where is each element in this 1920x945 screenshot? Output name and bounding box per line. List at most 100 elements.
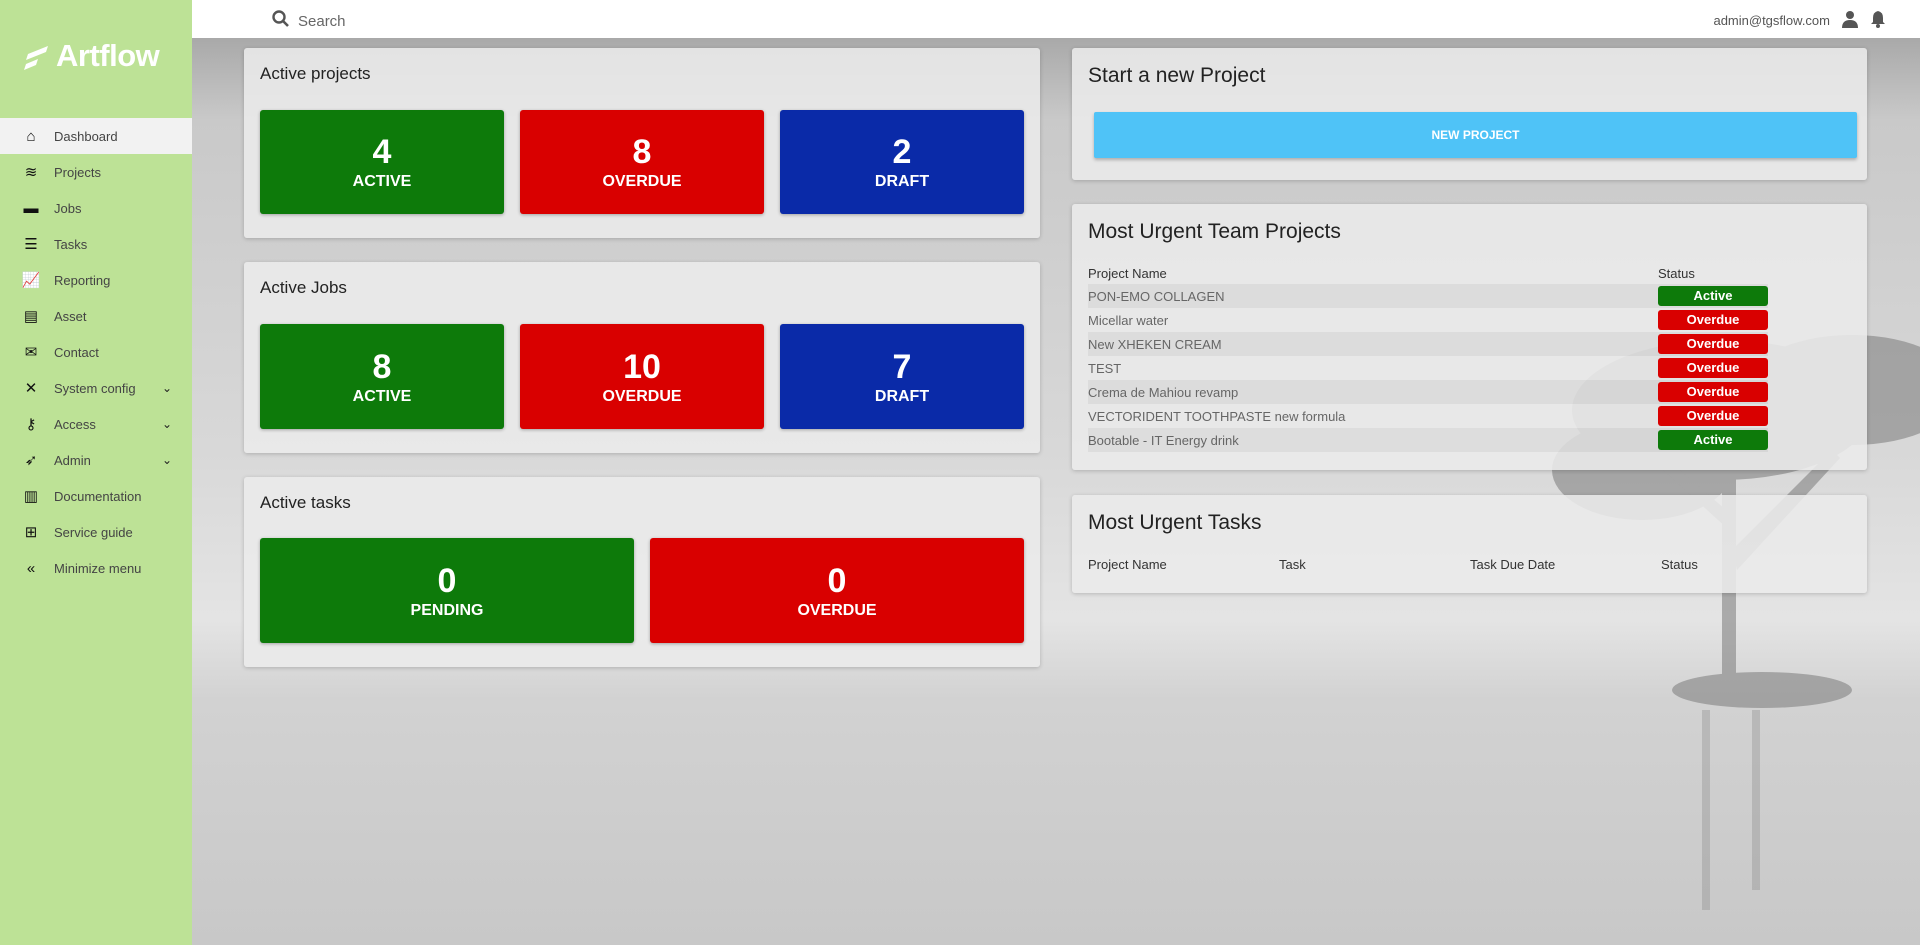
status-badge: Overdue [1658, 358, 1768, 378]
column-header: Status [1661, 556, 1698, 572]
column-header: Task Due Date [1470, 556, 1556, 572]
chart-line-icon: 📈 [21, 272, 41, 289]
project-name[interactable]: Micellar water [1088, 312, 1169, 328]
user-area: admin@tgsflow.com [1713, 10, 1886, 31]
search-input[interactable]: Search [272, 10, 346, 32]
active-jobs-card: Active Jobs 8 ACTIVE 10 OVERDUE 7 DRAFT [244, 262, 1040, 453]
rocket-icon: ➶ [24, 452, 38, 469]
top-bar: Search admin@tgsflow.com [192, 0, 1920, 38]
sidebar-item-minimize-menu[interactable]: « Minimize menu [0, 550, 192, 586]
projects-draft-tile[interactable]: 2 DRAFT [780, 110, 1024, 214]
jobs-overdue-tile[interactable]: 10 OVERDUE [520, 324, 764, 429]
project-name[interactable]: Crema de Mahiou revamp [1088, 380, 1658, 404]
sidebar-item-projects[interactable]: ≋ Projects [0, 154, 192, 190]
user-email[interactable]: admin@tgsflow.com [1713, 13, 1830, 28]
sidebar-item-asset[interactable]: ▤ Asset [0, 298, 192, 334]
chevron-down-icon[interactable]: ⌄ [161, 417, 172, 431]
books-icon: ▥ [23, 488, 39, 505]
new-project-card: Start a new Project NEW PROJECT [1072, 48, 1867, 180]
status-badge: Overdue [1658, 382, 1768, 402]
tile-label: ACTIVE [352, 173, 412, 190]
tile-value: 0 [437, 561, 457, 600]
status-badge: Overdue [1658, 406, 1768, 426]
sidebar-item-reporting[interactable]: 📈 Reporting [0, 262, 192, 298]
table-row[interactable]: PON-EMO COLLAGEN Active [1088, 284, 1768, 308]
project-name[interactable]: VECTORIDENT TOOTHPASTE new formula [1088, 408, 1346, 424]
key-icon: ⚷ [25, 416, 37, 433]
status-badge: Active [1658, 430, 1768, 450]
sidebar-item-label: Service guide [54, 524, 133, 540]
jobs-active-tile[interactable]: 8 ACTIVE [260, 324, 504, 429]
new-project-button[interactable]: NEW PROJECT [1094, 112, 1857, 158]
tasks-icon: ☰ [24, 236, 38, 253]
sidebar-item-documentation[interactable]: ▥ Documentation [0, 478, 192, 514]
tile-value: 0 [827, 561, 847, 600]
sidebar-item-label: Reporting [54, 272, 111, 288]
status-badge: Overdue [1658, 310, 1768, 330]
tile-value: 7 [892, 347, 912, 386]
sidebar-item-label: Jobs [54, 200, 82, 216]
card-title: Most Urgent Tasks [1088, 511, 1262, 534]
tile-value: 4 [372, 133, 392, 171]
tile-label: OVERDUE [602, 387, 682, 405]
table-row[interactable]: TEST Overdue [1088, 356, 1768, 380]
layers-icon: ≋ [24, 164, 38, 181]
tile-value: 8 [372, 347, 392, 386]
double-chevron-left-icon: « [26, 559, 36, 577]
project-name[interactable]: New XHEKEN CREAM [1088, 332, 1658, 356]
jobs-draft-tile[interactable]: 7 DRAFT [780, 324, 1024, 429]
chevron-down-icon[interactable]: ⌄ [161, 453, 172, 467]
search-icon [272, 10, 290, 32]
book-plus-icon: ⊞ [24, 524, 38, 541]
table-row[interactable]: Micellar water Overdue [1088, 308, 1768, 332]
tasks-pending-tile[interactable]: 0 PENDING [260, 538, 634, 643]
sidebar-item-jobs[interactable]: ▬ Jobs [0, 190, 192, 226]
project-name[interactable]: PON-EMO COLLAGEN [1088, 284, 1658, 308]
folder-tree-icon: ▤ [23, 308, 39, 325]
active-projects-card: Active projects 4 ACTIVE 8 OVERDUE 2 DRAFT [244, 48, 1040, 238]
tile-label: ACTIVE [352, 387, 412, 405]
table-row[interactable]: VECTORIDENT TOOTHPASTE new formula Overdu… [1088, 404, 1768, 428]
home-icon: ⌂ [26, 127, 36, 145]
card-title: Most Urgent Team Projects [1088, 220, 1341, 243]
sidebar-item-label: System config [54, 380, 136, 396]
brand-name: Artflow [56, 38, 160, 73]
urgent-projects-table: Project Name Status PON-EMO COLLAGEN Activ… [1088, 262, 1768, 452]
tile-label: DRAFT [874, 173, 930, 190]
sidebar-item-label: Tasks [54, 236, 88, 252]
table-row[interactable]: Bootable - IT Energy drink Active [1088, 428, 1768, 452]
sidebar-item-label: Minimize menu [54, 560, 142, 576]
sidebar-item-dashboard[interactable]: ⌂ Dashboard [0, 118, 192, 154]
artflow-logo-icon [24, 46, 48, 70]
tile-label: DRAFT [874, 387, 930, 405]
bell-icon[interactable] [1870, 10, 1886, 31]
sidebar-item-label: Asset [54, 308, 87, 324]
sidebar-item-label: Access [54, 416, 96, 432]
active-tasks-card: Active tasks 0 PENDING 0 OVERDUE [244, 477, 1040, 667]
search-placeholder: Search [298, 12, 346, 30]
table-row[interactable]: New XHEKEN CREAM Overdue [1088, 332, 1768, 356]
project-name[interactable]: Bootable - IT Energy drink [1088, 428, 1658, 452]
sidebar-item-contact[interactable]: ✉ Contact [0, 334, 192, 370]
sidebar-item-label: Dashboard [54, 128, 118, 144]
user-icon[interactable] [1842, 10, 1858, 31]
column-header: Task [1279, 556, 1306, 572]
tasks-overdue-tile[interactable]: 0 OVERDUE [650, 538, 1024, 643]
sidebar-item-tasks[interactable]: ☰ Tasks [0, 226, 192, 262]
card-title: Active tasks [260, 493, 351, 512]
project-name[interactable]: TEST [1088, 360, 1122, 376]
chevron-down-icon[interactable]: ⌄ [161, 381, 172, 395]
status-badge: Active [1658, 286, 1768, 306]
urgent-tasks-card: Most Urgent Tasks Project Name Task Task… [1072, 495, 1867, 593]
tile-label: OVERDUE [797, 601, 877, 619]
sidebar-item-label: Projects [54, 164, 101, 180]
sidebar-item-access[interactable]: ⚷ Access ⌄ [0, 406, 192, 442]
sidebar-item-service-guide[interactable]: ⊞ Service guide [0, 514, 192, 550]
projects-overdue-tile[interactable]: 8 OVERDUE [520, 110, 764, 214]
sidebar-item-system-config[interactable]: ✕ System config ⌄ [0, 370, 192, 406]
artflow-logo[interactable]: Artflow [24, 38, 160, 74]
sidebar-item-admin[interactable]: ➶ Admin ⌄ [0, 442, 192, 478]
server-icon: ▬ [23, 199, 39, 217]
table-row[interactable]: Crema de Mahiou revamp Overdue [1088, 380, 1768, 404]
projects-active-tile[interactable]: 4 ACTIVE [260, 110, 504, 214]
